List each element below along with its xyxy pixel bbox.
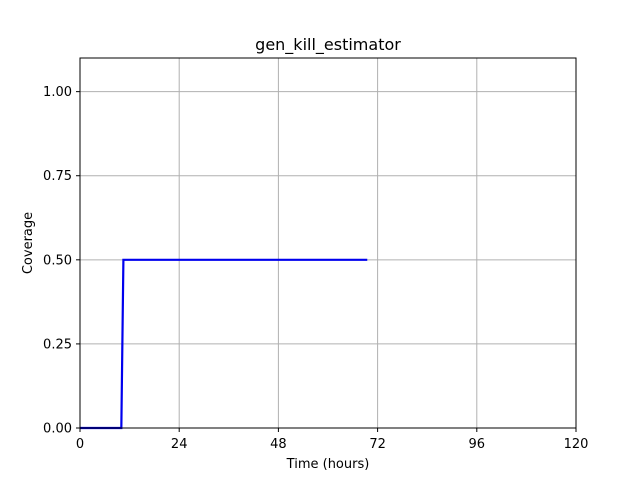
y-tick-label: 0.25 [43,337,72,352]
x-tick-label: 24 [171,437,188,452]
x-tick-label: 48 [270,437,287,452]
chart-title: gen_kill_estimator [255,35,401,55]
y-tick-label: 0.00 [43,422,72,437]
x-tick-label: 96 [469,437,486,452]
plot-frame [79,57,577,429]
x-axis-label: Time (hours) [286,457,370,472]
y-axis-label: Coverage [21,212,36,274]
x-tick-label: 72 [369,437,386,452]
x-tick-label: 0 [76,437,84,452]
ticks: 0 24 48 72 96 120 0.00 0.25 0.50 0.75 1.00 [43,85,588,452]
y-tick-label: 1.00 [43,85,72,100]
x-tick-label: 120 [564,437,589,452]
y-tick-label: 0.75 [43,169,72,184]
y-tick-label: 0.50 [43,253,72,268]
